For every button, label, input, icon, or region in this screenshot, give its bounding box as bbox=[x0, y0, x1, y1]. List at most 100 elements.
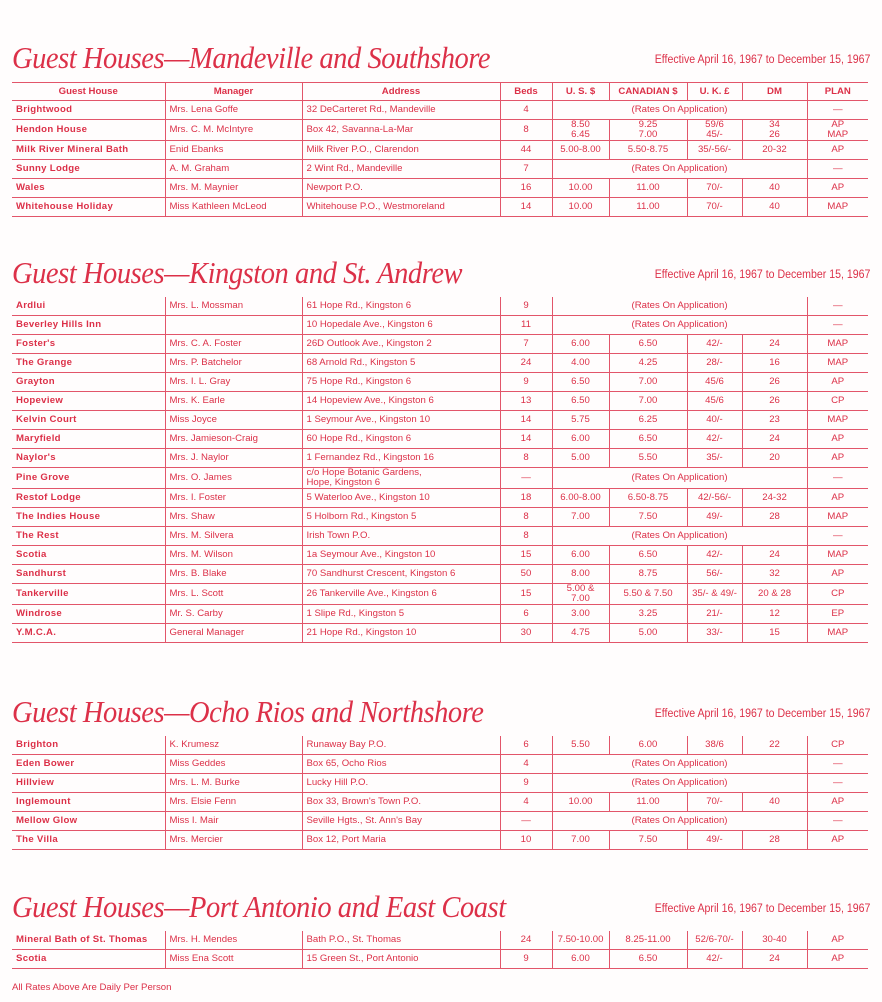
cell: 5.50 bbox=[608, 448, 687, 468]
guest-house: Maryfield bbox=[12, 429, 165, 449]
table-row: Kelvin Court Miss Joyce 1 Seymour Ave., Ki… bbox=[12, 410, 869, 430]
cell: Newport P.O. bbox=[301, 178, 500, 198]
cell: AP MAP bbox=[806, 119, 868, 141]
guest-house: Mineral Bath of St. Thomas bbox=[12, 931, 165, 950]
cell: 6.50 bbox=[608, 429, 687, 449]
cell: AP bbox=[806, 488, 869, 508]
column-header: U. S. $ bbox=[551, 82, 609, 101]
table-row: Naylor's Mrs. J. Naylor 1 Fernandez Rd., K… bbox=[12, 448, 869, 468]
table-row: Wales Mrs. M. Maynier Newport P.O. 16 10.00 1… bbox=[12, 178, 868, 198]
cell: 6.00 bbox=[551, 334, 609, 354]
cell: 6.50 bbox=[551, 391, 609, 411]
section-header: Guest Houses—Mandeville and Southshore Ef… bbox=[12, 38, 870, 76]
cell: Mrs. J. Naylor bbox=[164, 448, 302, 468]
cell: 28 bbox=[741, 830, 807, 850]
section: Guest Houses—Kingston and St. Andrew Effe… bbox=[12, 253, 870, 643]
table-row: Pine Grove Mrs. O. James c/o Hope Botanic … bbox=[12, 467, 869, 489]
guest-house: Ardlui bbox=[12, 297, 165, 316]
cell: 59/6 45/- bbox=[686, 119, 742, 141]
cell: Mrs. C. M. McIntyre bbox=[164, 119, 302, 141]
cell: 6.00 bbox=[551, 429, 609, 449]
cell: 14 bbox=[499, 429, 552, 449]
cell: Miss Geddes bbox=[164, 754, 302, 774]
cell: AP bbox=[806, 949, 868, 969]
cell: 28 bbox=[741, 507, 808, 527]
cell: MAP bbox=[806, 197, 868, 217]
cell: 5.50-8.75 bbox=[608, 140, 687, 160]
cell: 56/- bbox=[686, 564, 742, 584]
cell: 5.00 bbox=[608, 623, 687, 643]
cell: 23 bbox=[741, 410, 808, 430]
cell: Mrs. L. Mossman bbox=[164, 297, 302, 316]
table-row: Brighton K. Krumesz Runaway Bay P.O. 6 5.50 6… bbox=[12, 736, 868, 755]
guest-house: Hillview bbox=[12, 773, 165, 793]
cell: 5.50 & 7.50 bbox=[608, 583, 687, 605]
cell: 75 Hope Rd., Kingston 6 bbox=[301, 372, 500, 392]
cell: Miss Ena Scott bbox=[164, 949, 302, 969]
cell: 32 bbox=[741, 564, 808, 584]
cell: Mrs. O. James bbox=[164, 467, 302, 489]
cell: AP bbox=[806, 830, 868, 850]
table-row: Mineral Bath of St. Thomas Mrs. H. Mendes… bbox=[12, 931, 868, 950]
cell: — bbox=[499, 467, 552, 489]
table-row: Y.M.C.A. General Manager 21 Hope Rd., King… bbox=[12, 623, 869, 643]
cell: (Rates On Application) bbox=[551, 467, 808, 489]
cell: — bbox=[806, 467, 869, 489]
cell: 70/- bbox=[686, 792, 742, 812]
cell: 21 Hope Rd., Kingston 10 bbox=[301, 623, 500, 643]
cell: — bbox=[806, 754, 868, 774]
cell: (Rates On Application) bbox=[551, 315, 808, 335]
cell: 1a Seymour Ave., Kingston 10 bbox=[301, 545, 500, 565]
cell: Mrs. K. Earle bbox=[164, 391, 302, 411]
column-header: Guest House bbox=[12, 82, 165, 101]
cell: 5.50 bbox=[551, 736, 609, 755]
cell: MAP bbox=[806, 545, 869, 565]
cell: 42/- bbox=[686, 545, 742, 565]
table-row: The Indies House Mrs. Shaw 5 Holborn Rd., … bbox=[12, 507, 869, 527]
guest-house: Sandhurst bbox=[12, 564, 165, 584]
table-row: Scotia Mrs. M. Wilson 1a Seymour Ave., Kin… bbox=[12, 545, 869, 565]
cell: — bbox=[806, 315, 869, 335]
guest-house: Hendon House bbox=[12, 119, 165, 141]
cell: Seville Hgts., St. Ann's Bay bbox=[301, 811, 500, 831]
cell: 5.75 bbox=[551, 410, 609, 430]
cell: 9 bbox=[499, 949, 552, 969]
section-title: Guest Houses—Kingston and St. Andrew bbox=[12, 255, 463, 290]
cell: 3.00 bbox=[551, 604, 609, 624]
cell: — bbox=[806, 811, 868, 831]
cell: 16 bbox=[499, 178, 552, 198]
table-row: Milk River Mineral Bath Enid Ebanks Milk R… bbox=[12, 140, 868, 160]
cell: 15 bbox=[499, 583, 552, 605]
cell: 45/6 bbox=[686, 391, 742, 411]
cell: 5.00 bbox=[551, 448, 609, 468]
header-row: Guest House Manager Address Beds U. S. $ CANA… bbox=[12, 82, 868, 101]
section: Guest Houses—Ocho Rios and Northshore Eff… bbox=[12, 692, 870, 850]
cell: 1 Seymour Ave., Kingston 10 bbox=[301, 410, 500, 430]
cell: Mrs. C. A. Foster bbox=[164, 334, 302, 354]
cell: (Rates On Application) bbox=[551, 754, 807, 774]
table-row: Hillview Mrs. L. M. Burke Lucky Hill P.O. 9… bbox=[12, 773, 868, 793]
column-header: U. K. £ bbox=[686, 82, 742, 101]
cell: 8.75 bbox=[608, 564, 687, 584]
cell: 14 bbox=[499, 197, 552, 217]
cell: — bbox=[806, 159, 868, 179]
table-row: The Grange Mrs. P. Batchelor 68 Arnold Rd.… bbox=[12, 353, 869, 373]
cell: 8.25-11.00 bbox=[608, 931, 687, 950]
cell: 24 bbox=[741, 949, 807, 969]
cell: MAP bbox=[806, 623, 869, 643]
cell: 7.50 bbox=[608, 507, 687, 527]
section-title: Guest Houses—Port Antonio and East Coast bbox=[12, 889, 506, 924]
table-row: Windrose Mr. S. Carby 1 Slipe Rd., Kingsto… bbox=[12, 604, 869, 624]
cell: MAP bbox=[806, 410, 869, 430]
cell: Mrs. Lena Goffe bbox=[164, 100, 302, 120]
rates-table: Brighton K. Krumesz Runaway Bay P.O. 6 5.50 6… bbox=[12, 736, 868, 850]
cell: Mrs. Mercier bbox=[164, 830, 302, 850]
guest-house: Y.M.C.A. bbox=[12, 623, 165, 643]
guest-house: Scotia bbox=[12, 545, 165, 565]
cell: 7.50 bbox=[608, 830, 687, 850]
cell: 1 Slipe Rd., Kingston 5 bbox=[301, 604, 500, 624]
guest-house: Scotia bbox=[12, 949, 165, 969]
table-row: Sandhurst Mrs. B. Blake 70 Sandhurst Cresc… bbox=[12, 564, 869, 584]
guest-house: Brighton bbox=[12, 736, 165, 755]
